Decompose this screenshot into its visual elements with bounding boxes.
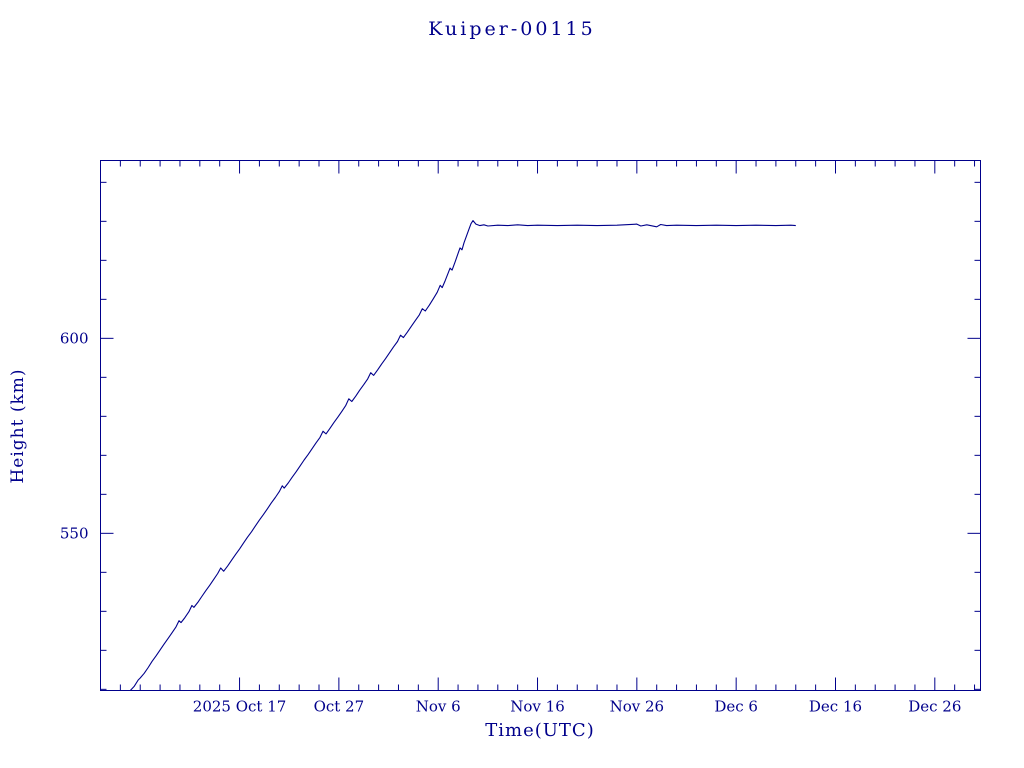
x-tick-label: Nov 26 [610, 698, 665, 716]
x-tick-label: Dec 26 [908, 698, 961, 716]
x-axis-label: Time(UTC) [485, 720, 595, 741]
series-orbit-height [129, 220, 796, 691]
x-tick-label: Oct 27 [314, 698, 365, 716]
x-tick-label: Dec 16 [809, 698, 862, 716]
x-tick-label: Nov 6 [416, 698, 461, 716]
chart-title: Kuiper-00115 [428, 18, 596, 40]
y-tick-label: 550 [60, 524, 89, 542]
x-tick-label: 2025 Oct 17 [193, 698, 287, 716]
y-tick-label: 600 [60, 329, 89, 347]
plot-frame [100, 160, 981, 691]
x-tick-label: Dec 6 [714, 698, 758, 716]
x-tick-label: Nov 16 [510, 698, 565, 716]
